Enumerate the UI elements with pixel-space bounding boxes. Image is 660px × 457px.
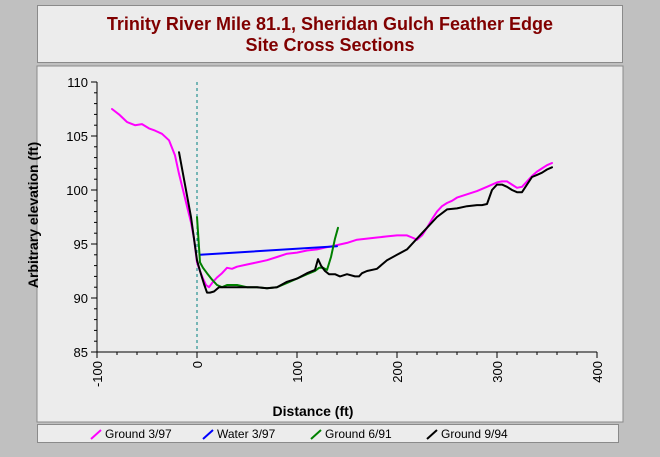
legend-item-water-3-97: Water 3/97	[202, 426, 275, 442]
y-axis-label: Arbitrary elevation (ft)	[25, 142, 41, 288]
chart-title-line-2: Site Cross Sections	[245, 35, 415, 55]
y-tick-label: 85	[74, 345, 88, 360]
x-tick-label: 100	[290, 361, 305, 383]
series-line-water-3-97	[199, 245, 338, 256]
series-line-ground-9-94	[178, 151, 553, 294]
chart-plot: 85 90 95 100 105 110 -100 0 100 200 300 400 Distanc…	[25, 65, 624, 423]
y-tick-label: 100	[66, 183, 88, 198]
series-group	[111, 108, 553, 294]
chart-title-box: Trinity River Mile 81.1, Sheridan Gulch …	[37, 5, 623, 63]
legend-swatch-icon	[90, 429, 102, 440]
chart-title-line-1: Trinity River Mile 81.1, Sheridan Gulch …	[106, 14, 554, 34]
legend-swatch-icon	[202, 429, 214, 440]
legend-label: Water 3/97	[217, 427, 276, 441]
x-axis-label: Distance (ft)	[273, 403, 354, 419]
x-tick-label: -100	[90, 361, 105, 387]
x-tick-label: 0	[190, 361, 205, 368]
legend: Ground 3/97 Water 3/97 Ground 6/91 Groun…	[37, 424, 619, 443]
legend-label: Ground 9/94	[441, 427, 508, 441]
legend-item-ground-9-94: Ground 9/94	[426, 426, 508, 442]
legend-swatch-icon	[310, 429, 322, 440]
x-tick-label: 400	[590, 361, 605, 383]
series-line-ground-3-97	[111, 108, 553, 289]
legend-swatch-icon	[426, 429, 438, 440]
legend-label: Ground 6/91	[325, 427, 392, 441]
y-tick-label: 95	[74, 237, 88, 252]
axes-group: 85 90 95 100 105 110 -100 0 100 200 300 400	[66, 75, 605, 387]
y-tick-label: 90	[74, 291, 88, 306]
x-tick-label: 200	[390, 361, 405, 383]
legend-label: Ground 3/97	[105, 427, 172, 441]
legend-item-ground-6-91: Ground 6/91	[310, 426, 392, 442]
legend-item-ground-3-97: Ground 3/97	[90, 426, 172, 442]
y-tick-label: 110	[67, 75, 88, 90]
y-tick-label: 105	[66, 129, 88, 144]
x-tick-label: 300	[490, 361, 505, 383]
